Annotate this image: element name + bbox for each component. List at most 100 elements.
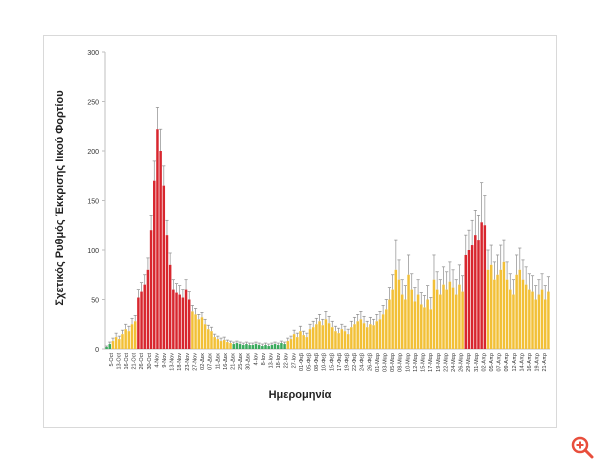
bar (200, 317, 204, 349)
x-tick-label: 08-Φεβ (314, 353, 320, 371)
x-tick-label: 22-Ιαν (284, 353, 290, 369)
x-tick-label: 16-Απρ (527, 353, 533, 372)
bar (493, 279, 496, 349)
x-tick-label: 4-Nov (154, 353, 160, 368)
x-tick-label: 17-Μαρ (428, 353, 434, 372)
x-tick-label: 18-Ιαν (276, 353, 282, 369)
bar (197, 319, 201, 349)
x-axis-title: Ημερομηνία (268, 389, 332, 401)
x-tick-label: 19-Απρ (535, 353, 541, 372)
bar (299, 331, 302, 349)
x-tick-label: 11-Δεκ (215, 353, 221, 370)
bar (477, 240, 480, 349)
x-tick-label: 30-Oct (147, 353, 153, 370)
x-tick-label: 13-Oct (116, 353, 122, 370)
bar (540, 289, 544, 349)
bar (111, 341, 115, 349)
x-tick-label: 22-Μαρ (443, 353, 449, 372)
x-tick-label: 21-Oct (132, 353, 138, 370)
x-tick-label: 31-Μαρ (474, 353, 480, 372)
bar (124, 329, 127, 349)
bar (375, 321, 379, 349)
bar (286, 341, 290, 349)
bar (114, 337, 118, 349)
bar (130, 324, 134, 349)
bar (178, 294, 181, 349)
bar (524, 284, 528, 349)
bar (467, 250, 471, 349)
x-tick-label: 03-Μαρ (383, 353, 389, 372)
bar (242, 345, 245, 349)
bar (187, 299, 191, 349)
bar (251, 345, 255, 349)
bar (296, 337, 299, 349)
chart-frame: 0 50 100 150 200 250 300 5-Oct 13-Oct 16-Oct 21-Oc… (43, 35, 557, 428)
bar (235, 343, 239, 349)
x-tick-label: 10-Μαρ (405, 353, 411, 372)
x-tick-label: 24-Μαρ (451, 353, 457, 372)
bar (270, 345, 274, 349)
bar (327, 323, 331, 349)
bar (337, 333, 340, 349)
bar (216, 339, 220, 349)
bar (496, 274, 499, 349)
bar (254, 344, 258, 349)
bar (181, 297, 185, 349)
bar (340, 329, 344, 349)
tick-label-layer: 0 50 100 150 200 250 300 5-Oct 13-Oct 16-Oct 21-Oc… (87, 50, 548, 372)
bar (121, 334, 124, 349)
x-tick-label: 13-Ιαν (268, 353, 274, 369)
bar (458, 284, 461, 349)
bar (146, 269, 150, 349)
bar (454, 294, 458, 349)
y-tick-label: 250 (87, 100, 99, 107)
bar (420, 304, 423, 349)
x-tick-label: 07-Δεκ (208, 353, 214, 370)
bar (162, 185, 166, 349)
bar (451, 287, 455, 349)
y-tick-label: 300 (87, 50, 99, 57)
zoom-button[interactable] (570, 435, 594, 459)
x-tick-label: 29-Μαρ (466, 353, 472, 372)
bar (229, 343, 232, 349)
bar (356, 321, 359, 349)
bar (222, 340, 226, 349)
bar (445, 289, 448, 349)
bar (410, 289, 413, 349)
bar (159, 151, 162, 349)
bar (407, 274, 410, 349)
bar (245, 344, 248, 349)
bar (334, 331, 337, 349)
bar (547, 291, 550, 349)
bar (321, 325, 324, 349)
bar (267, 346, 270, 349)
x-tick-label: 01-Μαρ (375, 353, 381, 372)
bar (502, 261, 506, 349)
bar (292, 334, 296, 349)
bar (127, 331, 131, 349)
bar (474, 235, 477, 349)
bar (207, 329, 210, 349)
bar (203, 324, 207, 349)
x-tick-label: 01-Φεβ (299, 353, 305, 371)
bar (537, 294, 541, 349)
bar (432, 279, 436, 349)
bar (283, 344, 286, 349)
bar (416, 294, 420, 349)
bar (362, 323, 366, 349)
x-tick-label: 12-Απρ (512, 353, 518, 372)
bar (305, 337, 309, 349)
x-tick-label: 19-Μαρ (436, 353, 442, 372)
y-tick-label: 200 (87, 149, 99, 156)
bar (289, 339, 293, 349)
bar (232, 344, 235, 349)
x-tick-label: 08-Μαρ (398, 353, 404, 372)
bar (391, 289, 394, 349)
bar (543, 299, 547, 349)
bar (172, 289, 175, 349)
x-tick-label: 25-Δεκ (238, 353, 244, 370)
bar (381, 314, 385, 349)
x-tick-label: 10-Φεβ (322, 353, 328, 371)
bar (404, 299, 407, 349)
bar (509, 289, 512, 349)
